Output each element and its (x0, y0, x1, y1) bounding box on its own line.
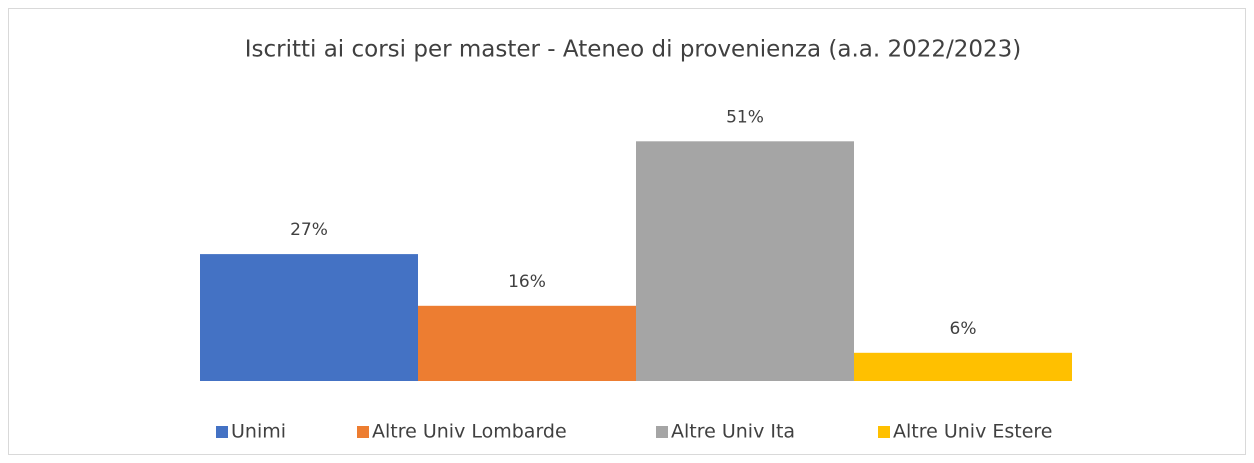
legend-label: Altre Univ Estere (893, 421, 1053, 443)
data-label: 51% (726, 107, 764, 127)
legend-swatch (656, 426, 668, 438)
bar (418, 305, 636, 381)
data-label: 27% (290, 220, 328, 240)
legend-label: Unimi (231, 421, 286, 443)
legend-label: Altre Univ Ita (671, 421, 795, 443)
legend-label: Altre Univ Lombarde (372, 421, 567, 443)
chart-border (8, 8, 1246, 455)
bar (200, 254, 418, 381)
bar (854, 352, 1072, 381)
legend-swatch (357, 426, 369, 438)
data-label: 6% (950, 319, 977, 339)
legend-swatch (878, 426, 890, 438)
data-label: 16% (508, 272, 546, 292)
bar (636, 141, 854, 381)
chart-title: Iscritti ai corsi per master - Ateneo di… (245, 37, 1022, 63)
legend-swatch (216, 426, 228, 438)
